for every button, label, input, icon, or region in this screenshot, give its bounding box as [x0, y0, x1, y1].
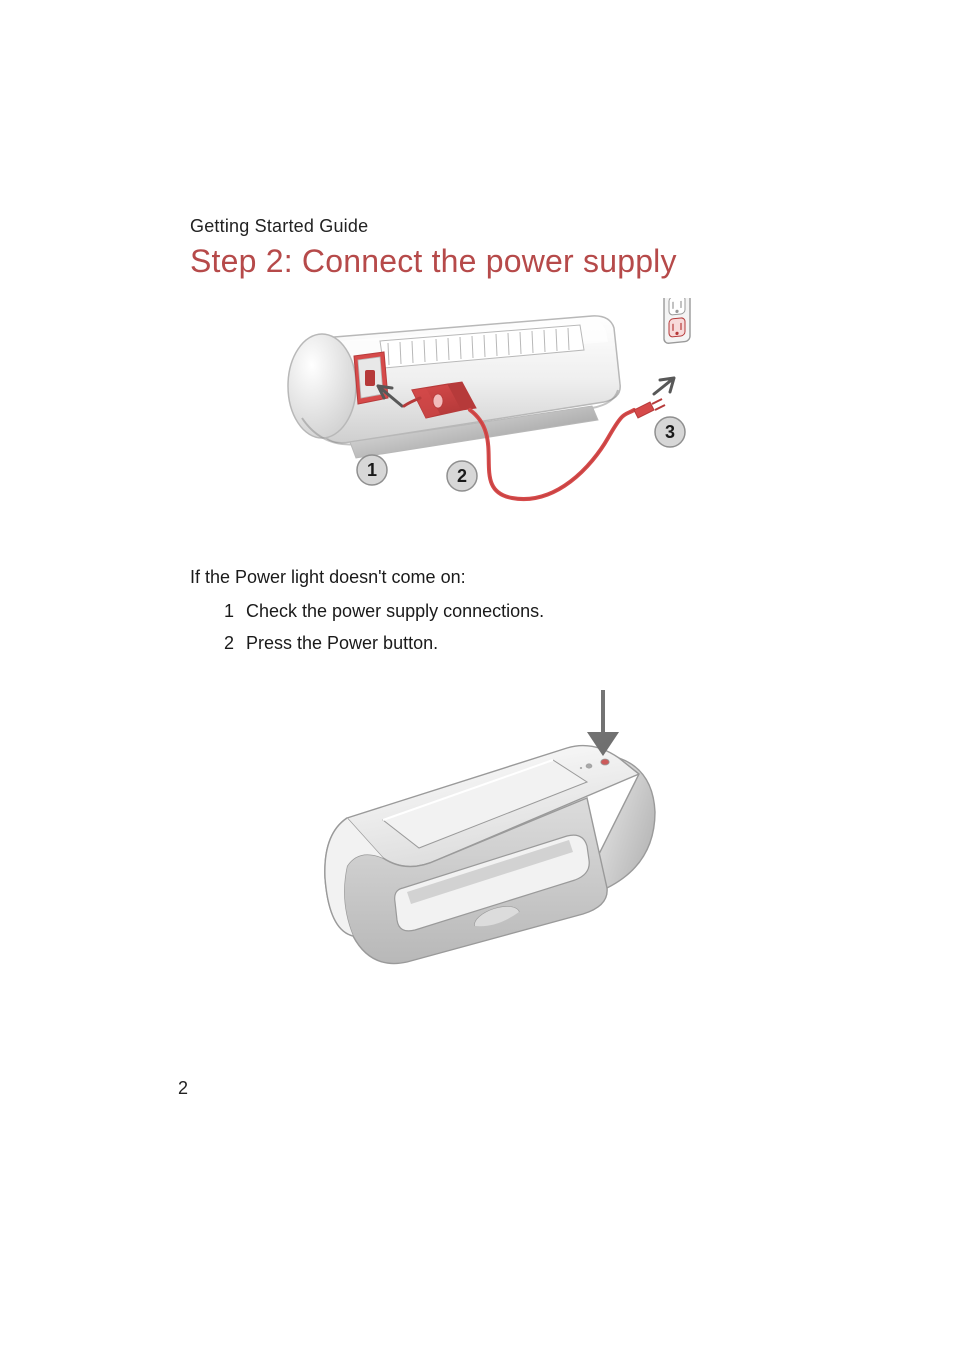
svg-text:1: 1 — [367, 460, 377, 480]
page: Getting Started Guide Step 2: Connect th… — [0, 0, 954, 1351]
list-item: 1 Check the power supply connections. — [218, 598, 764, 626]
troubleshoot-lead: If the Power light doesn't come on: — [190, 564, 764, 592]
list-item: 2 Press the Power button. — [218, 630, 764, 658]
figure-2-container — [190, 678, 764, 978]
list-number: 1 — [218, 598, 234, 626]
list-number: 2 — [218, 630, 234, 658]
troubleshoot-block: If the Power light doesn't come on: 1 Ch… — [190, 564, 764, 658]
troubleshoot-list: 1 Check the power supply connections. 2 … — [218, 598, 764, 658]
header-eyebrow: Getting Started Guide — [190, 216, 764, 237]
list-text: Check the power supply connections. — [246, 598, 544, 626]
svg-text:2: 2 — [457, 466, 467, 486]
list-text: Press the Power button. — [246, 630, 438, 658]
figure-1-container: 1 2 3 — [190, 298, 764, 534]
step-title: Step 2: Connect the power supply — [190, 243, 764, 280]
figure-1-power-supply: 1 2 3 — [262, 298, 692, 534]
figure-2-power-button — [287, 678, 667, 978]
page-number: 2 — [178, 1078, 188, 1099]
svg-text:3: 3 — [665, 422, 675, 442]
